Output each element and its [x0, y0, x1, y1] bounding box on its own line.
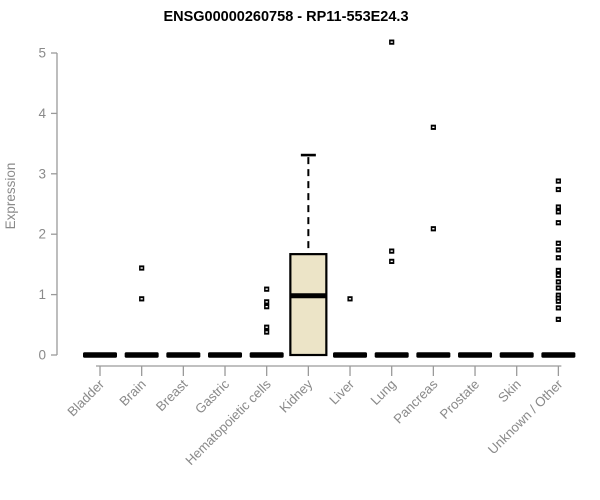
- zero-box: [208, 352, 243, 358]
- y-tick-label: 3: [38, 166, 46, 181]
- outlier-point-center: [557, 211, 560, 213]
- outlier-point-center: [557, 318, 560, 321]
- y-tick-label: 1: [38, 287, 46, 302]
- outlier-point-center: [557, 222, 560, 224]
- zero-box: [541, 352, 576, 358]
- x-tick-label: Bladder: [64, 376, 107, 419]
- outlier-point-center: [557, 257, 560, 259]
- x-tick-label: Liver: [326, 376, 357, 407]
- outlier-point-center: [265, 331, 268, 333]
- outlier-point-center: [557, 180, 560, 182]
- y-tick-label: 2: [38, 227, 46, 242]
- zero-box: [499, 352, 534, 358]
- outlier-point-center: [557, 297, 560, 299]
- zero-box: [416, 352, 451, 358]
- outlier-point-center: [140, 298, 143, 300]
- outlier-point-center: [140, 267, 143, 269]
- outlier-point-center: [557, 249, 560, 251]
- outlier-point-center: [265, 305, 268, 308]
- y-tick-label: 4: [38, 106, 46, 121]
- outlier-point-center: [557, 281, 560, 283]
- outlier-point-center: [557, 274, 560, 276]
- x-tick-label: Brain: [116, 377, 148, 409]
- outlier-point-center: [557, 206, 560, 208]
- x-tick-label: Pancreas: [390, 376, 440, 426]
- outlier-point-center: [432, 228, 435, 230]
- x-tick-label: Breast: [153, 376, 191, 414]
- outlier-point-center: [432, 126, 435, 128]
- outlier-point-center: [265, 301, 268, 303]
- outlier-point-center: [390, 41, 393, 43]
- y-axis-title: Expression: [3, 163, 18, 230]
- y-tick-label: 0: [38, 348, 46, 363]
- outlier-point-center: [557, 287, 560, 289]
- outlier-point-center: [390, 260, 393, 263]
- zero-box: [249, 352, 284, 358]
- zero-box: [333, 352, 368, 358]
- outlier-point-center: [557, 242, 560, 244]
- outlier-point-center: [265, 326, 268, 328]
- outlier-point-center: [557, 188, 560, 191]
- zero-box: [166, 352, 201, 358]
- zero-box: [458, 352, 493, 358]
- y-tick-label: 5: [38, 46, 46, 61]
- x-tick-label: Lung: [367, 377, 398, 408]
- zero-box: [83, 352, 117, 358]
- outlier-point-center: [265, 288, 268, 290]
- x-tick-label: Prostate: [437, 377, 482, 422]
- outlier-point-center: [390, 250, 393, 252]
- zero-box: [374, 352, 409, 358]
- outlier-point-center: [557, 307, 560, 309]
- x-tick-label: Gastric: [192, 376, 232, 416]
- outlier-point-center: [557, 300, 560, 302]
- box-kidney: [289, 253, 328, 357]
- outlier-point-center: [557, 294, 560, 296]
- chart-title: ENSG00000260758 - RP11-553E24.3: [163, 9, 408, 25]
- outlier-point-center: [348, 298, 352, 300]
- outlier-point-center: [557, 269, 560, 272]
- x-tick-label: Unknown / Other: [485, 376, 566, 457]
- x-tick-label: Skin: [495, 377, 524, 406]
- x-tick-label: Kidney: [276, 376, 315, 415]
- zero-box: [124, 352, 159, 358]
